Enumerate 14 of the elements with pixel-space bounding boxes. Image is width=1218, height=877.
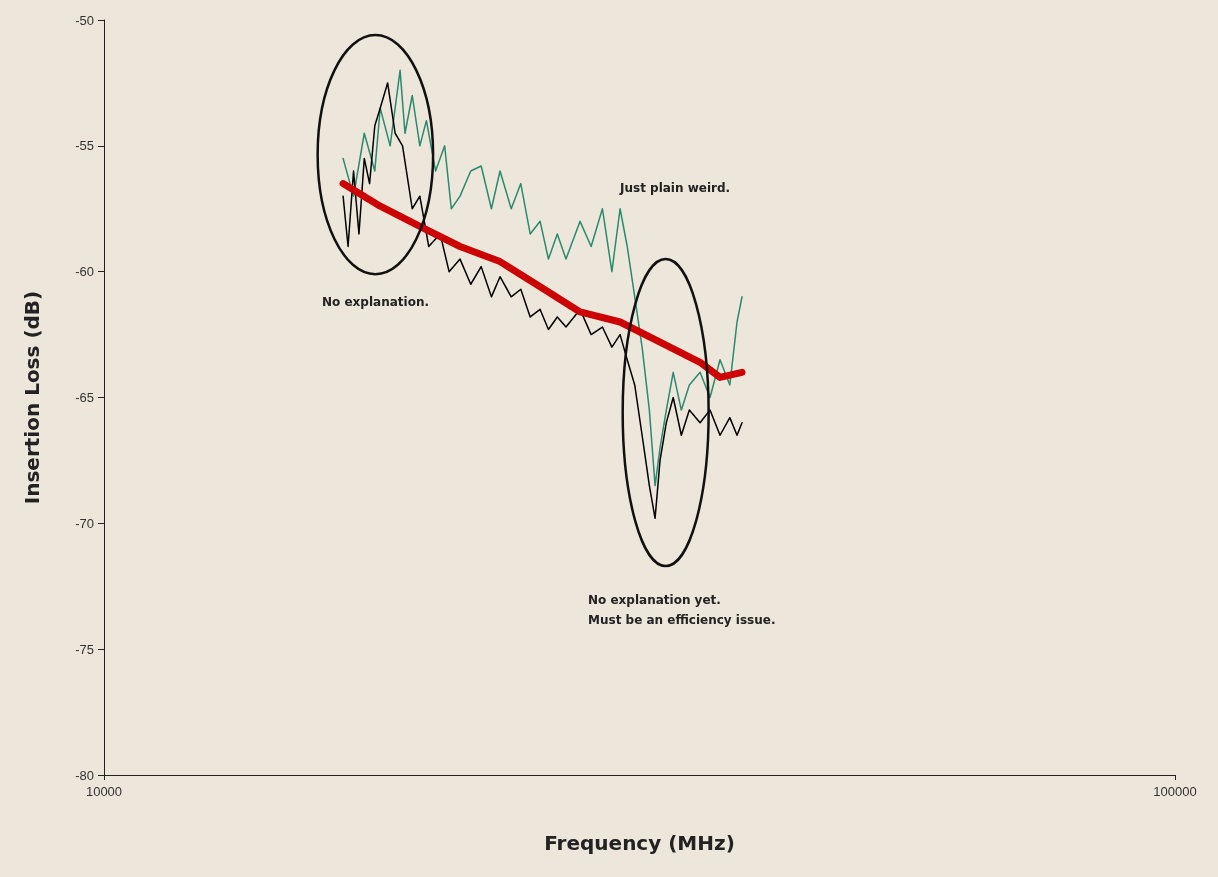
- x-tick-label: 100000: [1153, 784, 1197, 799]
- y-tick-label: -65: [75, 390, 94, 405]
- y-tick-label: -80: [75, 767, 94, 783]
- annotation: No explanation.: [322, 295, 429, 309]
- y-tick-label: -75: [75, 641, 94, 657]
- x-tick-label: 10000: [85, 784, 123, 799]
- x-axis-title: Frequency (MHz): [544, 831, 735, 855]
- annotation: No explanation yet. Must be an efficiency issue.: [588, 593, 776, 627]
- y-tick-label: -55: [75, 138, 94, 154]
- y-tick-label: -60: [75, 264, 94, 280]
- y-tick-label: -50: [75, 12, 94, 28]
- y-axis-title: Insertion Loss (dB): [20, 290, 44, 505]
- y-tick-label: -70: [75, 515, 94, 531]
- annotation: Just plain weird.: [619, 181, 731, 195]
